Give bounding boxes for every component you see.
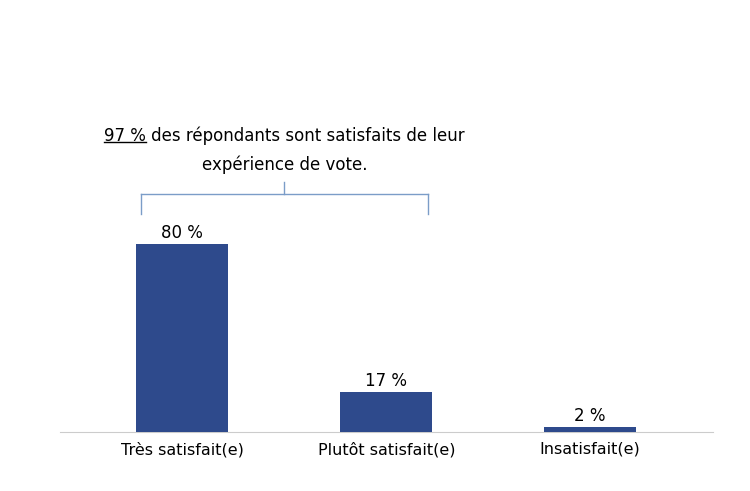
Bar — [544, 427, 636, 432]
Bar — [340, 392, 432, 432]
Bar — [136, 245, 228, 432]
Text: 80 %: 80 % — [161, 224, 203, 242]
Text: expérience de vote.: expérience de vote. — [202, 156, 367, 174]
Text: 17 %: 17 % — [365, 372, 407, 390]
Text: 2 %: 2 % — [574, 407, 606, 425]
Text: 97 % des répondants sont satisfaits de leur: 97 % des répondants sont satisfaits de l… — [104, 126, 464, 145]
